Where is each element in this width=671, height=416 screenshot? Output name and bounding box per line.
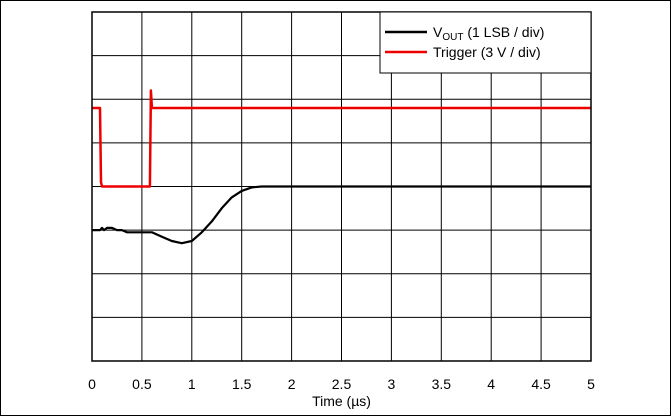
x-tick-labels: 0 0.5 1 1.5 2 2.5 3 3.5 4 4.5 5 [88, 376, 595, 392]
legend-label-vout-rest: (1 LSB / div) [463, 24, 544, 40]
x-tick-label: 4 [487, 376, 495, 392]
legend-label-vout-main: V [433, 24, 443, 40]
x-tick-label: 4.5 [531, 376, 551, 392]
x-tick-label: 1 [188, 376, 196, 392]
legend-box [379, 11, 592, 74]
plot-border [91, 11, 592, 362]
x-tick-label: 2.5 [332, 376, 352, 392]
x-tick-label: 1.5 [232, 376, 252, 392]
x-tick-label: 3.5 [432, 376, 452, 392]
series-line-vout [92, 185, 591, 245]
x-axis-title: Time (µs) [312, 393, 371, 409]
series-layer [92, 89, 591, 245]
x-tick-label: 0.5 [132, 376, 152, 392]
series-line-trigger [92, 89, 591, 188]
x-tick-label: 3 [388, 376, 396, 392]
legend: VOUT (1 LSB / div) Trigger (3 V / div) [379, 11, 592, 74]
x-tick-label: 0 [88, 376, 96, 392]
x-tick-label: 5 [587, 376, 595, 392]
x-tick-label: 2 [288, 376, 296, 392]
legend-label-vout-sub: OUT [442, 32, 463, 43]
legend-label-vout: VOUT (1 LSB / div) [433, 24, 544, 43]
legend-label-trigger: Trigger (3 V / div) [433, 44, 541, 60]
